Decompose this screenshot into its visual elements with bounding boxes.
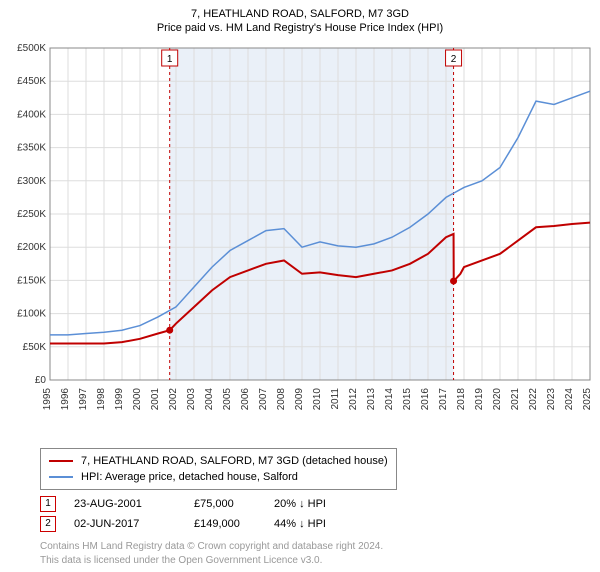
svg-text:2015: 2015 — [402, 388, 413, 411]
svg-text:2006: 2006 — [240, 388, 251, 411]
attribution-line2: This data is licensed under the Open Gov… — [40, 554, 580, 568]
svg-text:£200K: £200K — [17, 242, 46, 253]
svg-text:2005: 2005 — [222, 388, 233, 411]
sale-date: 02-JUN-2017 — [74, 518, 194, 530]
svg-text:2017: 2017 — [438, 388, 449, 411]
svg-text:2021: 2021 — [510, 388, 521, 411]
svg-text:1998: 1998 — [96, 388, 107, 411]
attribution: Contains HM Land Registry data © Crown c… — [40, 540, 580, 568]
chart-container: 7, HEATHLAND ROAD, SALFORD, M7 3GD Price… — [0, 0, 600, 568]
sale-row: 1 23-AUG-2001£75,00020% ↓ HPI — [40, 494, 580, 514]
sale-price: £149,000 — [194, 518, 274, 530]
svg-text:2002: 2002 — [168, 388, 179, 411]
sale-marker-box: 2 — [40, 516, 56, 532]
legend-swatch — [49, 476, 73, 478]
svg-text:2012: 2012 — [348, 388, 359, 411]
legend-label: HPI: Average price, detached house, Salf… — [81, 471, 298, 483]
svg-text:2014: 2014 — [384, 388, 395, 411]
legend-item: 7, HEATHLAND ROAD, SALFORD, M7 3GD (deta… — [49, 453, 388, 469]
svg-text:2016: 2016 — [420, 388, 431, 411]
svg-text:2023: 2023 — [546, 388, 557, 411]
line-chart-svg: £0 £50K £100K £150K £200K £250K £300K £350K £400… — [0, 40, 600, 440]
chart-titles: 7, HEATHLAND ROAD, SALFORD, M7 3GD Price… — [0, 0, 600, 40]
svg-text:2019: 2019 — [474, 388, 485, 411]
legend-item: HPI: Average price, detached house, Salf… — [49, 469, 388, 485]
chart-area: £0 £50K £100K £150K £200K £250K £300K £350K £400… — [0, 40, 600, 440]
sale-marker-box: 1 — [40, 496, 56, 512]
svg-text:2022: 2022 — [528, 388, 539, 411]
svg-text:£450K: £450K — [17, 76, 46, 87]
sale-price: £75,000 — [194, 498, 274, 510]
svg-text:1995: 1995 — [42, 388, 53, 411]
svg-text:2007: 2007 — [258, 388, 269, 411]
svg-text:2008: 2008 — [276, 388, 287, 411]
sale-row: 2 02-JUN-2017£149,00044% ↓ HPI — [40, 514, 580, 534]
svg-text:£250K: £250K — [17, 209, 46, 220]
legend: 7, HEATHLAND ROAD, SALFORD, M7 3GD (deta… — [40, 448, 397, 490]
svg-text:2020: 2020 — [492, 388, 503, 411]
title-address: 7, HEATHLAND ROAD, SALFORD, M7 3GD — [0, 8, 600, 20]
legend-swatch — [49, 460, 73, 462]
svg-text:2024: 2024 — [564, 388, 575, 411]
sales-table: 1 23-AUG-2001£75,00020% ↓ HPI 2 02-JUN-2017… — [40, 494, 580, 534]
svg-text:£300K: £300K — [17, 176, 46, 187]
svg-text:2: 2 — [451, 54, 457, 65]
svg-text:2010: 2010 — [312, 388, 323, 411]
sale-delta: 20% ↓ HPI — [274, 498, 394, 510]
svg-text:2003: 2003 — [186, 388, 197, 411]
svg-text:2001: 2001 — [150, 388, 161, 411]
svg-text:2018: 2018 — [456, 388, 467, 411]
svg-text:2013: 2013 — [366, 388, 377, 411]
sale-delta: 44% ↓ HPI — [274, 518, 394, 530]
title-subtitle: Price paid vs. HM Land Registry's House … — [0, 22, 600, 34]
svg-text:1: 1 — [167, 54, 173, 65]
svg-text:£0: £0 — [35, 375, 47, 386]
attribution-line1: Contains HM Land Registry data © Crown c… — [40, 540, 580, 554]
svg-text:£500K: £500K — [17, 43, 46, 54]
svg-text:1999: 1999 — [114, 388, 125, 411]
svg-text:2009: 2009 — [294, 388, 305, 411]
svg-text:£150K: £150K — [17, 275, 46, 286]
svg-text:2000: 2000 — [132, 388, 143, 411]
svg-text:2025: 2025 — [582, 388, 593, 411]
legend-label: 7, HEATHLAND ROAD, SALFORD, M7 3GD (deta… — [81, 455, 388, 467]
svg-text:£50K: £50K — [23, 342, 47, 353]
svg-text:£350K: £350K — [17, 143, 46, 154]
svg-text:2004: 2004 — [204, 388, 215, 411]
svg-text:£400K: £400K — [17, 109, 46, 120]
svg-text:2011: 2011 — [330, 388, 341, 410]
svg-text:£100K: £100K — [17, 309, 46, 320]
svg-text:1997: 1997 — [78, 388, 89, 411]
svg-text:1996: 1996 — [60, 388, 71, 411]
sale-date: 23-AUG-2001 — [74, 498, 194, 510]
